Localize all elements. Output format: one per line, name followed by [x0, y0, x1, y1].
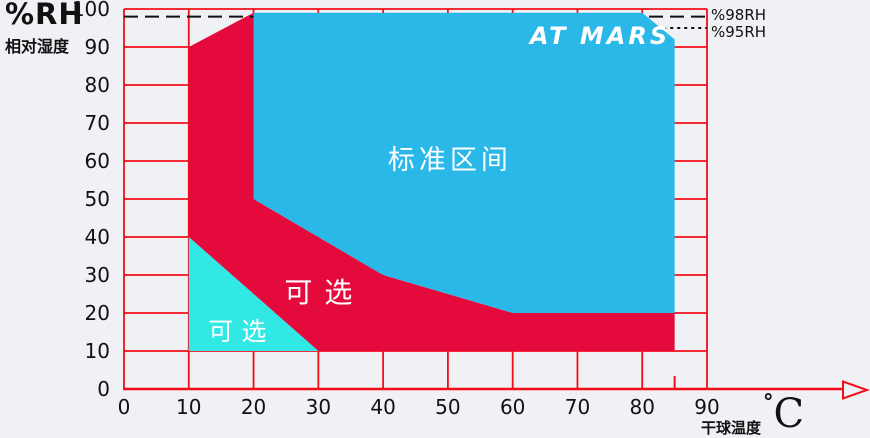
brand-logo: AT MARS: [529, 22, 671, 50]
x-axis-arrow-icon: [842, 380, 870, 400]
y-tick-label-60: 60: [85, 149, 110, 173]
y-tick-label-10: 10: [85, 339, 110, 363]
region-label-standard-range: 标准区间: [388, 145, 512, 176]
y-axis-title: 相对湿度: [5, 37, 70, 56]
x-tick-label-50: 50: [435, 395, 460, 419]
y-tick-label-40: 40: [85, 225, 110, 249]
y-tick-label-50: 50: [85, 187, 110, 211]
x-tick-label-90: 90: [694, 395, 719, 419]
x-tick-label-80: 80: [630, 395, 655, 419]
x-tick-label-20: 20: [241, 395, 266, 419]
y-tick-label-70: 70: [85, 111, 110, 135]
y-tick-label-80: 80: [85, 73, 110, 97]
x-tick-label-0: 0: [118, 395, 131, 419]
x-axis-unit: °C: [763, 390, 805, 437]
x-tick-label-70: 70: [565, 395, 590, 419]
region-label-optional-cyan: 可选: [208, 317, 274, 346]
x-tick-label-30: 30: [306, 395, 331, 419]
y-tick-label-20: 20: [85, 301, 110, 325]
x-tick-label-60: 60: [500, 395, 525, 419]
x-tick-label-10: 10: [176, 395, 201, 419]
x-axis-title: 干球温度: [701, 419, 762, 437]
y-tick-label-30: 30: [85, 263, 110, 287]
y-tick-label-100: 100: [72, 0, 110, 21]
degree-symbol: °: [763, 390, 774, 414]
rh98-reference-label: %98RH: [711, 6, 767, 24]
x-tick-label-40: 40: [370, 395, 395, 419]
celsius-letter: C: [773, 391, 805, 437]
region-optional-red: [188, 12, 675, 352]
region-standard-range: [253, 12, 675, 314]
region-label-optional-red: 可选: [284, 276, 364, 309]
region-optional-cyan: [188, 237, 319, 351]
y-tick-label-90: 90: [85, 35, 110, 59]
y-tick-label-0: 0: [97, 377, 110, 401]
y-axis-unit: %RH: [5, 0, 84, 31]
rh95-reference-label: %95RH: [711, 23, 767, 41]
